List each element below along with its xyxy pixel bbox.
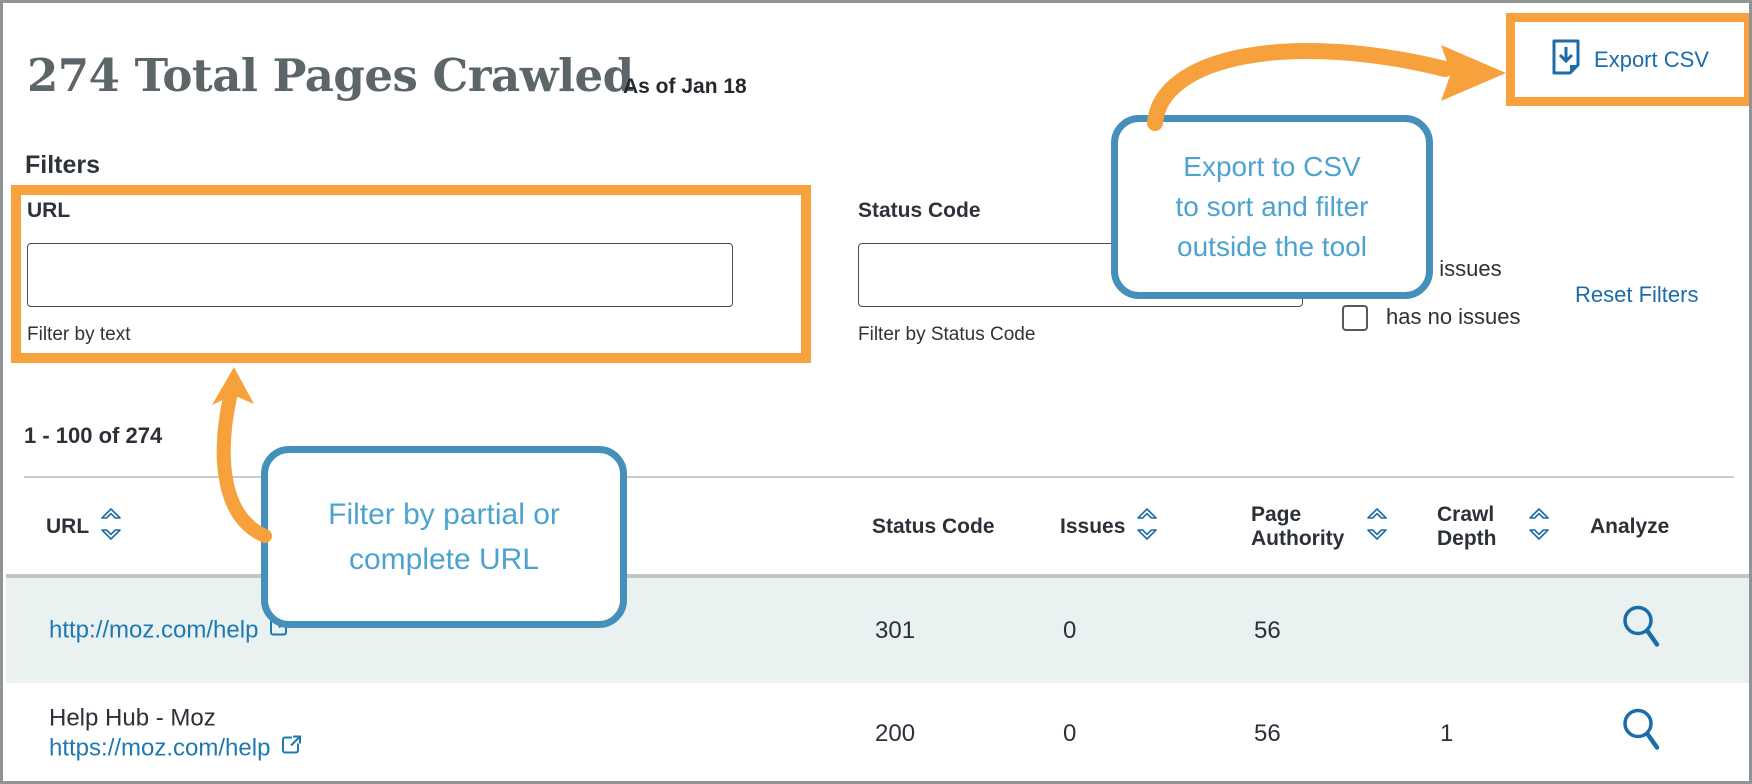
page-title-text: Help Hub - Moz: [49, 704, 216, 731]
table-row: Help Hub - Moz https://moz.com/help 200 …: [6, 683, 1749, 781]
column-header-analyze: Analyze: [1590, 515, 1670, 538]
column-header-crawl-depth[interactable]: Crawl Depth: [1437, 480, 1551, 574]
page-url-link[interactable]: http://moz.com/help: [49, 615, 291, 646]
column-header-issues[interactable]: Issues: [1060, 480, 1159, 574]
export-callout-bubble: Export to CSV to sort and filter outside…: [1111, 115, 1433, 299]
url-filter-hint: Filter by text: [27, 324, 131, 345]
export-csv-icon: [1550, 38, 1582, 81]
crawl-depth-cell: 1: [1440, 719, 1454, 747]
sort-icon-crawl-depth[interactable]: [1527, 506, 1551, 548]
reset-filters-link[interactable]: Reset Filters: [1575, 282, 1699, 307]
url-filter-input[interactable]: [27, 243, 733, 307]
sort-icon-issues[interactable]: [1135, 506, 1159, 548]
export-csv-label: Export CSV: [1594, 46, 1709, 72]
column-header-page-authority[interactable]: Page Authority: [1251, 480, 1389, 574]
page-title: 274 Total Pages Crawled: [27, 49, 634, 102]
column-header-url[interactable]: URL: [46, 480, 123, 574]
export-csv-button[interactable]: Export CSV: [1506, 13, 1749, 106]
has-no-issues-checkbox[interactable]: [1342, 305, 1368, 331]
page-authority-cell: 56: [1254, 616, 1281, 644]
url-arrowhead: [212, 367, 254, 405]
url-filter-label: URL: [27, 199, 71, 222]
as-of-date: As of Jan 18: [623, 75, 747, 98]
has-no-issues-label: has no issues: [1386, 304, 1521, 329]
export-arrowhead: [1441, 45, 1506, 101]
export-callout-arrow: [1147, 42, 1453, 131]
url-callout-bubble: Filter by partial or complete URL: [261, 446, 627, 628]
table-top-divider: [24, 476, 1734, 478]
sort-icon-page-authority[interactable]: [1365, 506, 1389, 548]
sort-icon-url[interactable]: [99, 506, 123, 548]
pagination-range: 1 - 100 of 274: [24, 423, 163, 448]
magnifier-icon: [1618, 605, 1666, 658]
magnifier-icon: [1618, 708, 1666, 761]
analyze-button[interactable]: [1618, 602, 1666, 659]
page-authority-cell: 56: [1254, 719, 1281, 747]
external-link-icon: [280, 733, 303, 764]
filters-heading: Filters: [25, 151, 101, 179]
table-header-divider: [6, 574, 1749, 578]
issues-cell: 0: [1063, 616, 1077, 644]
page-url-link[interactable]: https://moz.com/help: [49, 733, 303, 764]
column-header-status-code[interactable]: Status Code: [872, 515, 995, 538]
status-code-cell: 301: [875, 616, 916, 644]
status-code-filter-label: Status Code: [858, 199, 981, 222]
url-cell: http://moz.com/help: [49, 615, 291, 646]
status-code-cell: 200: [875, 719, 916, 747]
url-callout-arrow: [216, 386, 272, 543]
issues-cell: 0: [1063, 719, 1077, 747]
status-code-filter-hint: Filter by Status Code: [858, 324, 1036, 345]
url-cell: Help Hub - Moz https://moz.com/help: [49, 703, 303, 764]
analyze-button[interactable]: [1618, 705, 1666, 762]
